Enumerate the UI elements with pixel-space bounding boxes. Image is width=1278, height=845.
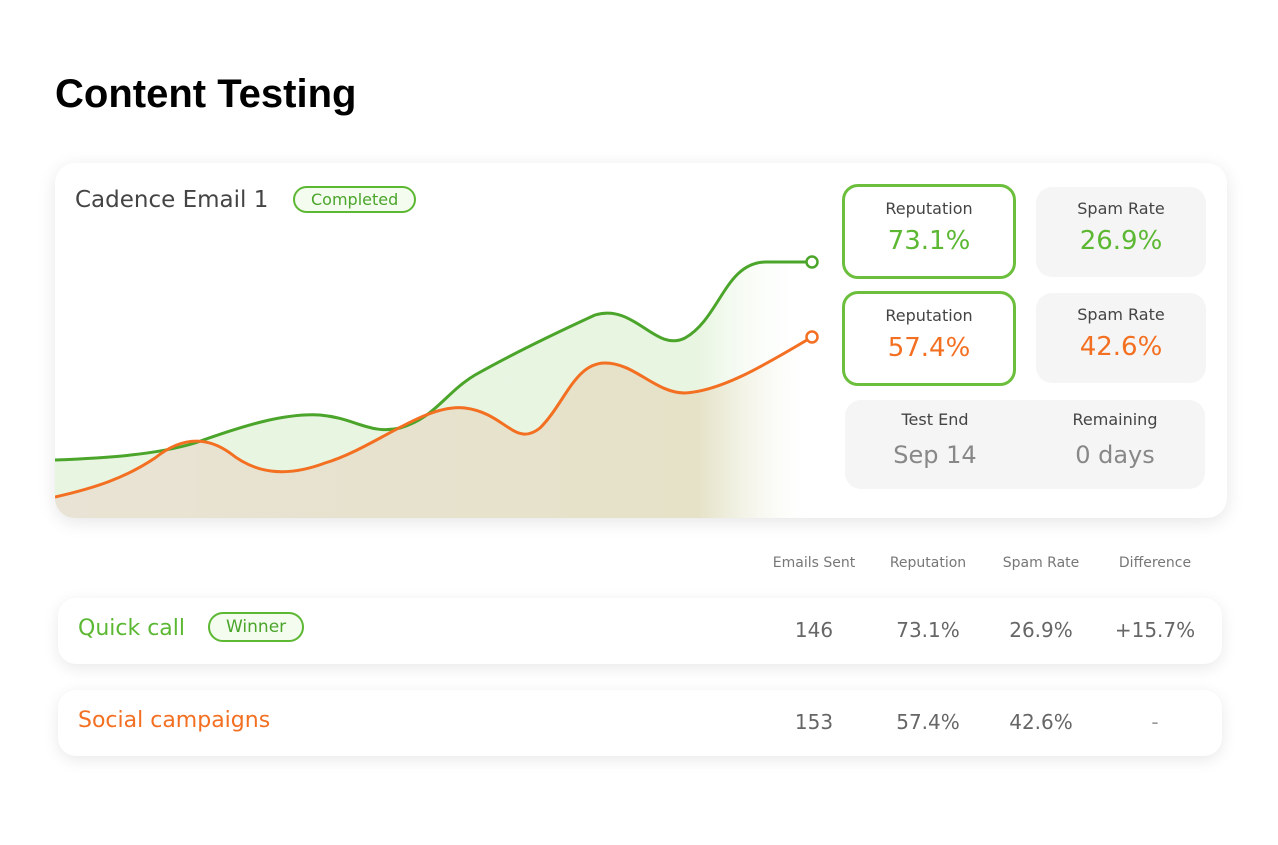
remaining-label: Remaining — [1072, 410, 1158, 429]
cell: - — [1151, 710, 1159, 734]
column-header: Reputation — [889, 555, 967, 571]
winner-badge: Winner — [208, 612, 305, 642]
cell: 42.6% — [1009, 710, 1073, 734]
column-header: Spam Rate — [1002, 555, 1080, 571]
card-name: Cadence Email 1 — [75, 187, 269, 213]
cell: 26.9% — [1009, 618, 1073, 642]
status-badge: Completed — [293, 186, 417, 213]
stat-label: Reputation — [885, 199, 973, 218]
stat-box: Spam Rate 26.9% — [1036, 187, 1206, 277]
orange-area — [55, 337, 812, 518]
stat-box: Reputation 57.4% — [842, 291, 1016, 386]
schedule-box: Test End Sep 14 Remaining 0 days — [845, 400, 1205, 489]
test-end: Test End Sep 14 — [845, 400, 1025, 469]
stat-box: Spam Rate 42.6% — [1036, 293, 1206, 383]
stat-label: Reputation — [885, 306, 973, 325]
trend-chart — [55, 255, 819, 518]
table-row[interactable]: Quick call Winner 146 73.1% 26.9% +15.7% — [58, 598, 1222, 664]
test-card: Cadence Email 1 Completed Reputation 73.… — [55, 163, 1227, 518]
column-header: Emails Sent — [772, 555, 856, 571]
row-name: Quick call — [78, 616, 186, 641]
test-end-value: Sep 14 — [893, 441, 977, 469]
stat-value: 26.9% — [1079, 226, 1163, 256]
stat-value: 42.6% — [1079, 332, 1163, 362]
page-title: Content Testing — [55, 72, 357, 116]
row-name: Social campaigns — [78, 708, 271, 733]
green-line — [55, 260, 812, 462]
cell: +15.7% — [1114, 618, 1196, 642]
orange-line — [55, 335, 813, 499]
stat-box: Reputation 73.1% — [842, 184, 1016, 279]
cell: 57.4% — [896, 710, 960, 734]
cell: 153 — [794, 710, 834, 734]
remaining: Remaining 0 days — [1025, 400, 1205, 469]
stat-value: 57.4% — [887, 333, 971, 363]
stat-label: Spam Rate — [1077, 199, 1165, 218]
test-end-label: Test End — [901, 410, 969, 429]
cell: 73.1% — [896, 618, 960, 642]
orange-end-point — [805, 330, 819, 344]
stat-label: Spam Rate — [1077, 305, 1165, 324]
remaining-value: 0 days — [1075, 441, 1155, 469]
table-row[interactable]: Social campaigns 153 57.4% 42.6% - — [58, 690, 1222, 756]
stat-value: 73.1% — [887, 226, 971, 256]
green-end-point — [805, 255, 819, 269]
column-header: Difference — [1118, 555, 1192, 571]
cell: 146 — [794, 618, 834, 642]
